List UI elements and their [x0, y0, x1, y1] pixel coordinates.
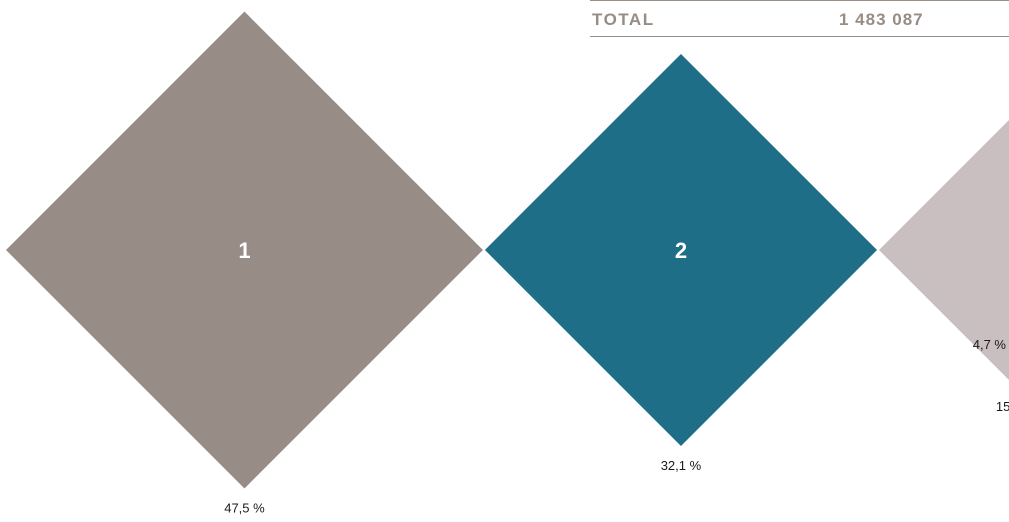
percent-label-4: 4,7 % [973, 337, 1007, 352]
diamond-2 [484, 53, 877, 447]
diamond-3 [878, 119, 1009, 381]
total-row: TOTAL 1 483 087 [590, 0, 1009, 37]
total-label: TOTAL [592, 10, 655, 29]
percent-label-1: 47,5 % [224, 500, 265, 515]
percent-label-3: 15,7 % [996, 399, 1009, 414]
diamond-1 [6, 11, 483, 489]
diamond-label-1: 1 [238, 238, 250, 263]
diamond-label-2: 2 [675, 238, 687, 263]
total-value: 1 483 087 [839, 10, 924, 29]
percent-label-2: 32,1 % [661, 458, 702, 473]
